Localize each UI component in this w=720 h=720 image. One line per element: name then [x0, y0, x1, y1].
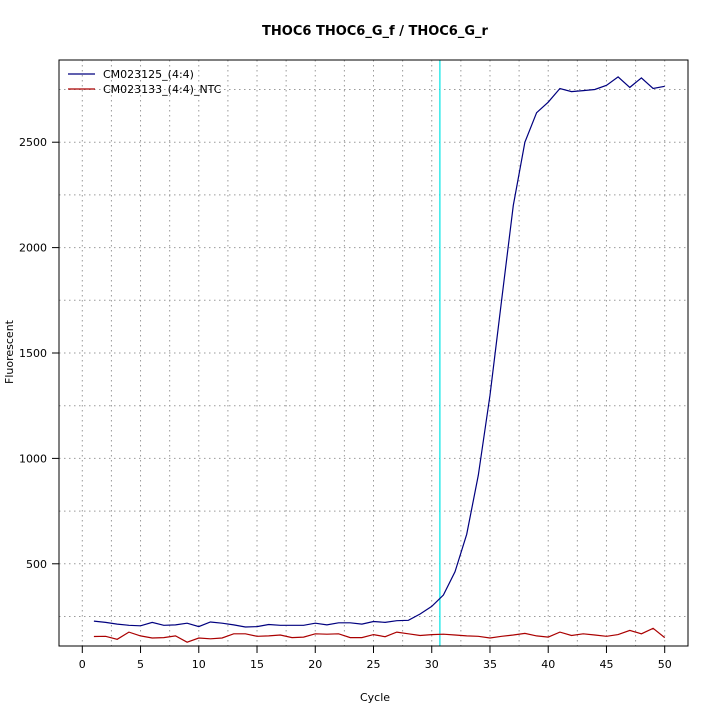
series-line-2 [93, 627, 666, 643]
series-lines [93, 76, 666, 643]
legend-label-1: CM023125_(4:4) [103, 68, 194, 81]
x-tick-label: 0 [79, 658, 86, 671]
x-tick-label: 25 [367, 658, 381, 671]
x-tick-label: 20 [308, 658, 322, 671]
y-tick-label: 2500 [19, 136, 47, 149]
x-tick-label: 50 [658, 658, 672, 671]
y-tick-label: 1500 [19, 347, 47, 360]
y-tick-label: 500 [26, 558, 47, 571]
y-tick-label: 1000 [19, 452, 47, 465]
x-tick-label: 30 [425, 658, 439, 671]
x-axis: 0 5 10 15 20 25 30 35 40 45 50 [79, 645, 672, 671]
x-tick-label: 40 [541, 658, 555, 671]
x-axis-label: Cycle [360, 691, 390, 704]
chart-title: THOC6 THOC6_G_f / THOC6_G_r [262, 24, 488, 39]
y-axis: 500 1000 1500 2000 2500 [19, 136, 60, 571]
legend-label-2: CM023133_(4:4)_NTC [103, 83, 222, 96]
x-tick-label: 10 [192, 658, 206, 671]
x-tick-label: 45 [599, 658, 613, 671]
legend: CM023125_(4:4) CM023133_(4:4)_NTC [68, 68, 222, 96]
x-tick-label: 5 [137, 658, 144, 671]
grid [59, 60, 688, 646]
series-line-1 [93, 76, 665, 628]
x-tick-label: 35 [483, 658, 497, 671]
y-tick-label: 2000 [19, 242, 47, 255]
plot-frame [58, 59, 689, 647]
y-axis-label: Fluorescent [3, 319, 16, 384]
x-tick-label: 15 [250, 658, 264, 671]
